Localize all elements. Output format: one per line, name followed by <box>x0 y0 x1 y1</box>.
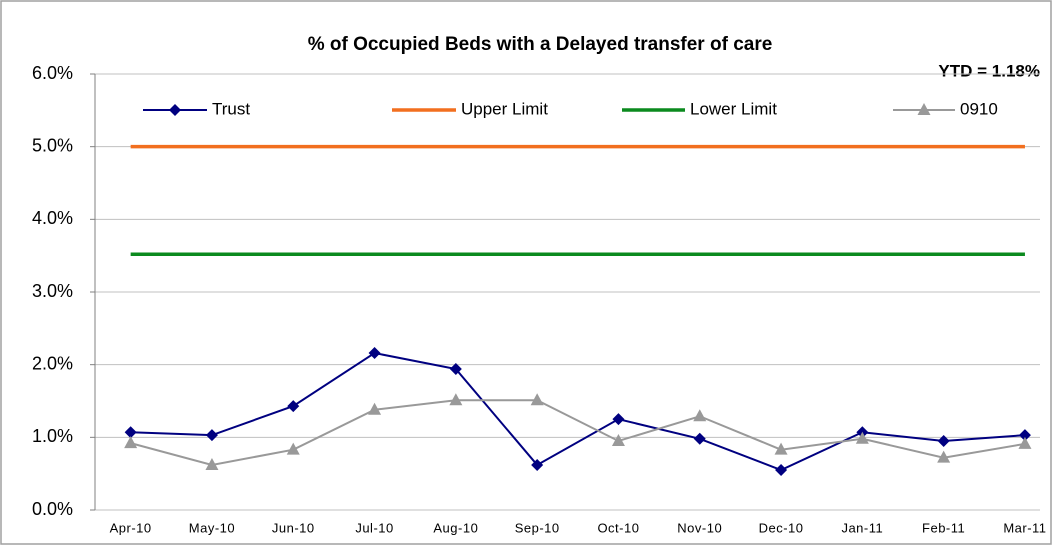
y-tick-label: 2.0% <box>32 353 73 373</box>
x-tick-label: Jan-11 <box>841 520 883 535</box>
ytd-annotation: YTD = 1.18% <box>938 61 1040 80</box>
y-tick-label: 0.0% <box>32 499 73 519</box>
point <box>693 432 706 445</box>
y-tick-label: 4.0% <box>32 208 73 228</box>
x-tick-label: Dec-10 <box>759 520 804 535</box>
point <box>612 413 625 426</box>
point <box>205 429 218 442</box>
legend-label: Trust <box>212 99 250 118</box>
point <box>287 400 300 413</box>
point <box>286 442 300 455</box>
series-line <box>130 351 1026 472</box>
point <box>449 393 463 406</box>
legend-label: Lower Limit <box>690 99 777 118</box>
y-tick-label: 6.0% <box>32 63 73 83</box>
x-tick-label: Apr-10 <box>110 520 152 535</box>
x-tick-label: Aug-10 <box>433 520 478 535</box>
point <box>124 436 138 449</box>
chart-title: % of Occupied Beds with a Delayed transf… <box>308 34 773 55</box>
series-line <box>130 399 1026 466</box>
point <box>693 409 707 422</box>
x-tick-label: Feb-11 <box>922 520 965 535</box>
point <box>937 450 951 463</box>
legend-label: Upper Limit <box>461 99 548 118</box>
x-tick-label: Nov-10 <box>677 520 722 535</box>
point <box>774 442 788 455</box>
point <box>775 464 788 477</box>
legend-marker <box>169 104 181 116</box>
legend-label: 0910 <box>960 99 998 118</box>
x-tick-label: Jul-10 <box>355 520 393 535</box>
point <box>531 458 544 471</box>
x-tick-label: May-10 <box>189 520 235 535</box>
point <box>855 431 869 444</box>
point <box>368 347 381 360</box>
y-tick-label: 1.0% <box>32 426 73 446</box>
point <box>449 363 462 376</box>
point <box>1018 429 1031 442</box>
point <box>205 457 219 470</box>
legend-marker <box>917 103 931 115</box>
point <box>530 393 544 406</box>
point <box>937 434 950 447</box>
point <box>611 433 625 446</box>
x-tick-label: Mar-11 <box>1003 520 1046 535</box>
x-tick-label: Oct-10 <box>597 520 639 535</box>
y-tick-label: 5.0% <box>32 135 73 155</box>
point <box>368 402 382 415</box>
x-tick-label: Sep-10 <box>515 520 560 535</box>
point <box>1018 436 1032 449</box>
point <box>124 426 137 439</box>
y-tick-label: 3.0% <box>32 281 73 301</box>
x-tick-label: Jun-10 <box>272 520 315 535</box>
